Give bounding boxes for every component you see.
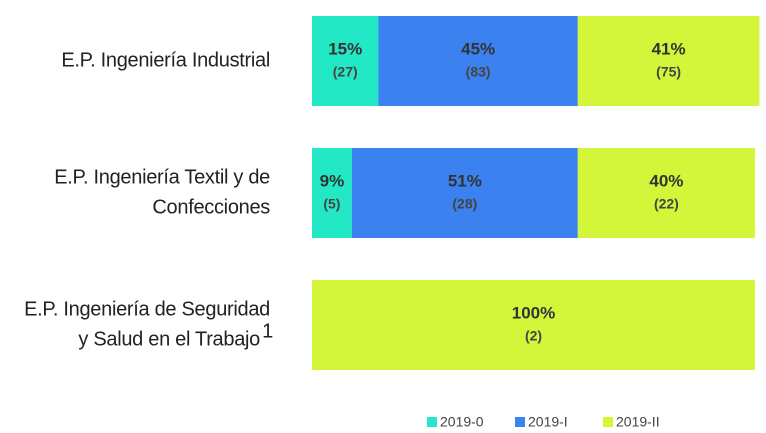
category-label: E.P. Ingeniería de Seguridad	[24, 298, 270, 320]
bar-segment	[312, 16, 379, 106]
bar-segment	[577, 16, 760, 106]
value-label: 100%	[512, 303, 555, 322]
count-label: (75)	[656, 64, 681, 80]
count-label: (83)	[466, 64, 491, 80]
value-label: 15%	[328, 39, 362, 58]
value-label: 45%	[461, 39, 495, 58]
footnote-marker: 1	[262, 320, 273, 342]
value-label: 40%	[649, 171, 683, 190]
count-label: (2)	[525, 328, 542, 344]
category-label: E.P. Ingeniería Textil y de	[54, 166, 270, 188]
value-label: 9%	[320, 171, 345, 190]
category-label: y Salud en el Trabajo	[78, 328, 260, 350]
legend-label: 2019-0	[440, 414, 484, 430]
category-label: E.P. Ingeniería Industrial	[61, 49, 270, 71]
legend-label: 2019-I	[528, 414, 568, 430]
bar-segment	[312, 280, 755, 370]
count-label: (22)	[654, 196, 679, 212]
value-label: 41%	[652, 39, 686, 58]
count-label: (27)	[333, 64, 358, 80]
count-label: (28)	[452, 196, 477, 212]
category-label: Confecciones	[152, 196, 270, 218]
legend-label: 2019-II	[616, 414, 660, 430]
bar-segment	[378, 16, 578, 106]
count-label: (5)	[323, 196, 340, 212]
legend-swatch	[515, 417, 525, 427]
legend-swatch	[427, 417, 437, 427]
legend-swatch	[603, 417, 613, 427]
bar-segment	[577, 148, 755, 238]
value-label: 51%	[448, 171, 482, 190]
bar-segment	[312, 148, 352, 238]
bar-segment	[351, 148, 578, 238]
